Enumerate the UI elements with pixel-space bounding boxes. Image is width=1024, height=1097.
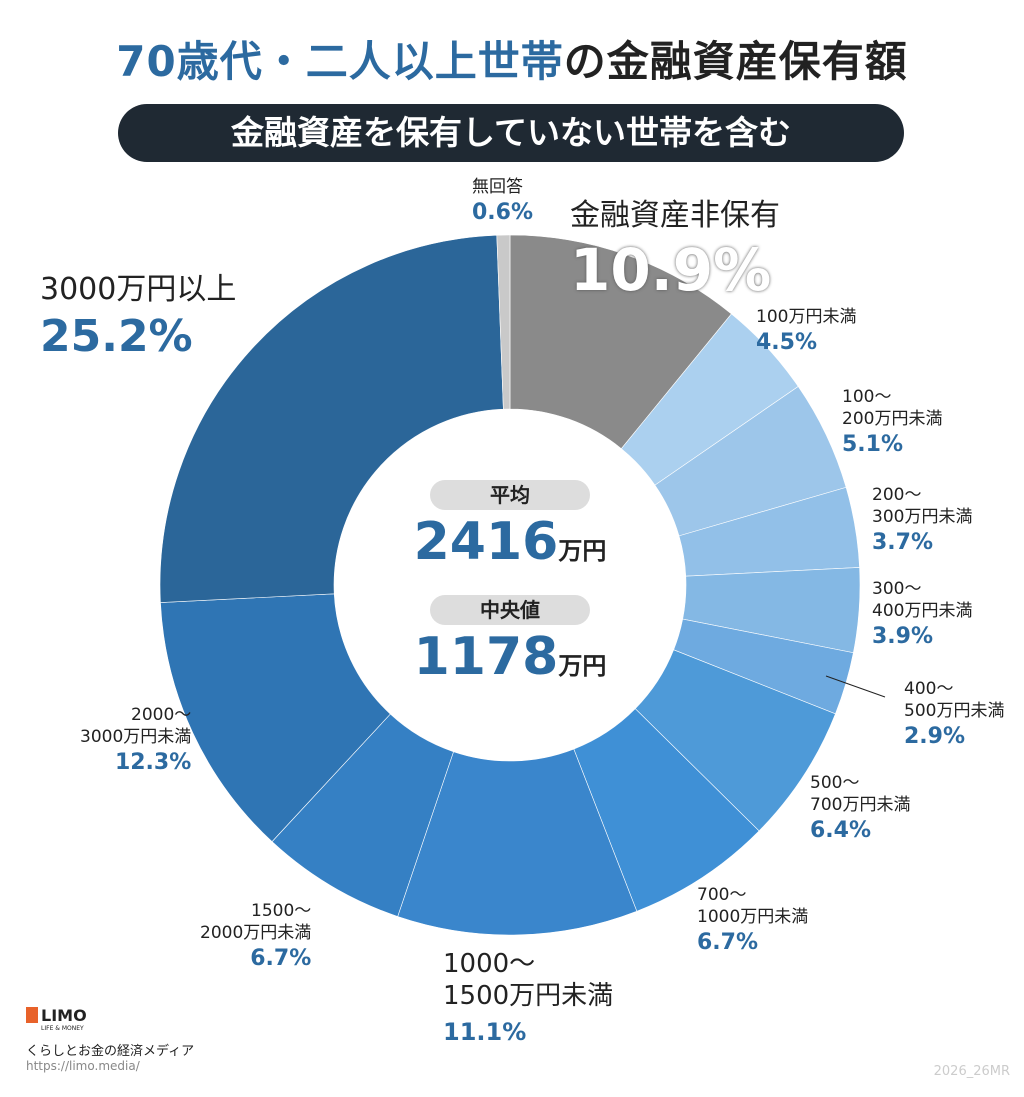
slice-value: 10.9% — [570, 236, 772, 304]
slice-category: 200〜 — [872, 485, 922, 505]
slice-category: 500万円未満 — [904, 701, 1005, 721]
slice-category: 700万円未満 — [810, 795, 911, 815]
logo-tagline: LIFE & MONEY — [41, 1025, 84, 1032]
slice-category: 400〜 — [904, 679, 954, 699]
slice-label: 無回答 0.6% — [472, 176, 533, 224]
logo-icon — [26, 1007, 38, 1023]
leader-line — [825, 675, 886, 698]
slice-category: 300〜 — [872, 579, 922, 599]
slice-category: 400万円未満 — [872, 601, 973, 621]
slice-category: 3000万円以上 — [40, 272, 237, 307]
slice-label: 100〜 200万円未満 5.1% — [842, 386, 942, 456]
limo-logo: LIMO LIFE & MONEY くらしとお金の経済メディア https://… — [26, 1006, 194, 1073]
mean-number: 2416 — [413, 512, 559, 572]
slice-value: 4.5% — [756, 330, 818, 355]
slice-label: 100万円未満 4.5% — [756, 306, 856, 354]
slice-label: 700〜 1000万円未満 6.7% — [697, 884, 808, 954]
donut-slice — [496, 234, 511, 410]
slice-category: 1500万円未満 — [443, 981, 614, 1011]
slice-label: 1500〜 2000万円未満 6.7% — [200, 900, 311, 970]
median-number: 1178 — [413, 627, 559, 687]
slice-value: 11.1% — [443, 1018, 527, 1046]
slice-category: 金融資産非保有 — [570, 198, 780, 233]
donut-slice — [509, 234, 732, 450]
center-summary: 平均 2416万円 中央値 1178万円 — [390, 480, 630, 698]
subtitle-banner: 金融資産を保有していない世帯を含む — [118, 104, 904, 162]
slice-category: 2000〜 — [131, 705, 192, 725]
slice-value: 6.7% — [697, 930, 759, 955]
slice-value: 6.7% — [250, 946, 312, 971]
logo-url: https://limo.media/ — [26, 1059, 140, 1073]
median-label: 中央値 — [430, 595, 590, 625]
slice-value: 6.4% — [810, 818, 872, 843]
slice-value: 25.2% — [40, 311, 193, 362]
slice-value: 5.1% — [842, 432, 904, 457]
slice-label: 200〜 300万円未満 3.7% — [872, 484, 972, 554]
slice-label: 3000万円以上 25.2% — [40, 272, 236, 362]
slice-value: 3.9% — [872, 624, 934, 649]
slice-category: 100万円未満 — [756, 307, 857, 327]
mean-label: 平均 — [430, 480, 590, 510]
logo-caption: くらしとお金の経済メディア — [26, 1044, 195, 1059]
logo-mark: LIMO — [26, 1006, 194, 1025]
title-highlight: 70歳代・二人以上世帯 — [116, 37, 564, 86]
slice-value: 0.6% — [472, 200, 534, 225]
slice-value: 3.7% — [872, 530, 934, 555]
page-title: 70歳代・二人以上世帯の金融資産保有額 — [0, 28, 1024, 89]
slice-category: 300万円未満 — [872, 507, 973, 527]
slice-value: 2.9% — [904, 724, 966, 749]
median-value: 1178万円 — [390, 625, 630, 698]
slice-label: 1000〜 1500万円未満 11.1% — [443, 948, 613, 1048]
slice-category: 1000〜 — [443, 949, 536, 979]
slice-label: 300〜 400万円未満 3.9% — [872, 578, 972, 648]
slice-category: 1500〜 — [251, 901, 312, 921]
title-rest: の金融資産保有額 — [563, 37, 908, 86]
slice-category: 700〜 — [697, 885, 747, 905]
slice-category: 500〜 — [810, 773, 860, 793]
slice-category: 200万円未満 — [842, 409, 943, 429]
slice-label: 400〜 500万円未満 2.9% — [904, 678, 1004, 748]
slice-value: 12.3% — [114, 750, 192, 775]
slice-category: 100〜 — [842, 387, 892, 407]
slice-label: 2000〜 3000万円未満 12.3% — [80, 704, 191, 774]
donut-slice — [160, 593, 391, 843]
median-unit: 万円 — [558, 652, 607, 680]
logo-brand: LIMO — [41, 1006, 87, 1025]
donut-slice — [159, 234, 504, 603]
credit: 2026_26MR — [933, 1064, 1010, 1079]
mean-unit: 万円 — [558, 537, 607, 565]
slice-label: 金融資産非保有 10.9% — [570, 198, 780, 302]
slice-category: 3000万円未満 — [80, 727, 192, 747]
slice-category: 1000万円未満 — [697, 907, 809, 927]
mean-value: 2416万円 — [390, 510, 630, 583]
slice-label: 500〜 700万円未満 6.4% — [810, 772, 910, 842]
slice-category: 2000万円未満 — [200, 923, 312, 943]
slice-category: 無回答 — [472, 177, 523, 197]
